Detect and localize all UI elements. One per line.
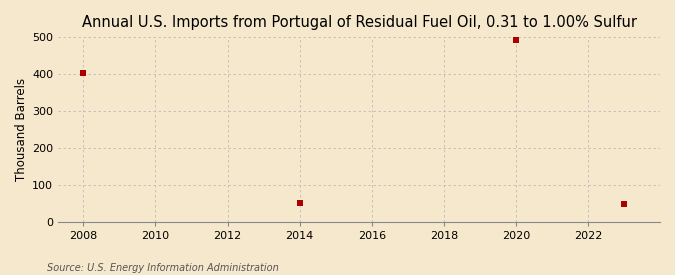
Point [618, 202, 629, 207]
Y-axis label: Thousand Barrels: Thousand Barrels [15, 78, 28, 181]
Point [510, 37, 521, 42]
Text: Source: U.S. Energy Information Administration: Source: U.S. Energy Information Administ… [47, 263, 279, 273]
Point [294, 201, 305, 205]
Point [78, 70, 89, 75]
Title: Annual U.S. Imports from Portugal of Residual Fuel Oil, 0.31 to 1.00% Sulfur: Annual U.S. Imports from Portugal of Res… [82, 15, 637, 30]
